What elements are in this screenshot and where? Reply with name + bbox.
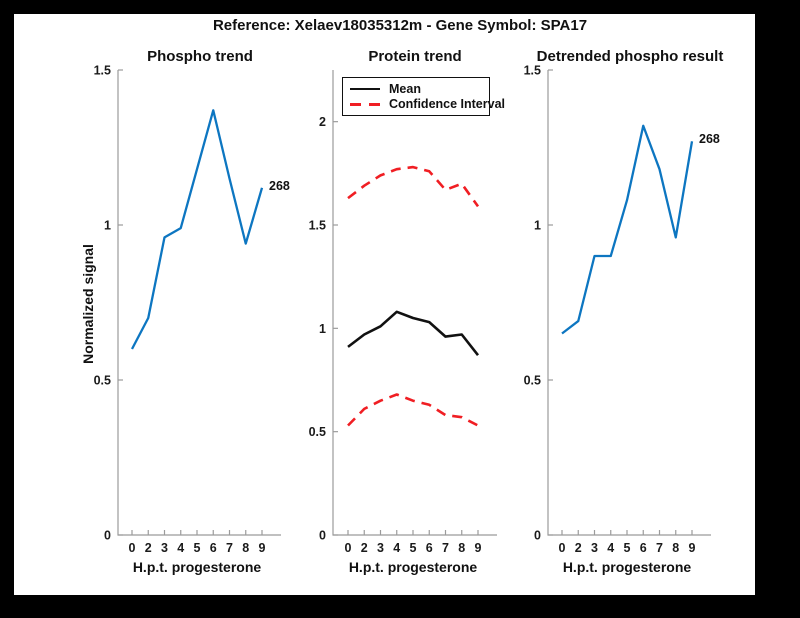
tick-label: 1	[319, 322, 326, 336]
tick-label: 4	[177, 541, 184, 555]
tick-label: 0	[534, 529, 541, 543]
tick-label: 0	[345, 541, 352, 555]
subplot-title-protein: Protein trend	[368, 48, 462, 65]
legend-mean-label: Mean	[389, 81, 421, 96]
tick-label: 3	[377, 541, 384, 555]
endpoint-label-phospho: 268	[269, 178, 290, 193]
legend-mean-line-sample	[350, 87, 380, 90]
tick-label: 9	[689, 541, 696, 555]
tick-label: 0	[104, 529, 111, 543]
x-axis-label-detrended: H.p.t. progesterone	[562, 559, 692, 575]
tick-label: 2	[361, 541, 368, 555]
tick-label: 0.5	[94, 374, 111, 388]
tick-label: 3	[591, 541, 598, 555]
protein-trend-series-line	[347, 310, 480, 357]
tick-label: 1.5	[524, 64, 541, 78]
legend-item-ci: Confidence Interval	[350, 97, 505, 111]
tick-label: 7	[656, 541, 663, 555]
tick-label: 6	[210, 541, 217, 555]
axis-lines	[117, 70, 281, 536]
axis-lines	[332, 70, 497, 536]
tick-label: 2	[575, 541, 582, 555]
tick-label: 1	[534, 219, 541, 233]
tick-label: 7	[442, 541, 449, 555]
plots-svg: 00.511.50 2 3 4 5 6 7 8 900.511.520 2 3 4 5 6 7 8 900.51…	[94, 64, 711, 555]
tick-label: 8	[458, 541, 465, 555]
tick-label: 0	[129, 541, 136, 555]
protein-trend-series-line	[347, 165, 480, 208]
detrended-phospho-plot: 00.511.50 2 3 4 5 6 7 8 9	[524, 64, 711, 555]
tick-label: 8	[242, 541, 249, 555]
protein-trend-plot: 00.511.520 2 3 4 5 6 7 8 9	[309, 70, 497, 555]
tick-label: 4	[393, 541, 400, 555]
tick-label: 1.5	[94, 64, 111, 78]
tick-label: 1	[104, 219, 111, 233]
tick-label: 4	[607, 541, 614, 555]
tick-label: 0	[559, 541, 566, 555]
tick-label: 0.5	[524, 374, 541, 388]
figure-title: Reference: Xelaev18035312m - Gene Symbol…	[212, 17, 588, 34]
detrended-phospho-series-line	[561, 124, 694, 335]
subplot-title-detrended: Detrended phospho result	[536, 48, 724, 65]
tick-label: 5	[410, 541, 417, 555]
figure-canvas: 0 0.5 1 1.5 0 2 3 4 5 6 7 8 9 0 0.5 1 1.5 2 0 2 3 4 5 6 7 8 9 0 0.5 1…	[14, 14, 755, 595]
endpoint-label-detrended: 268	[699, 132, 720, 147]
legend-item-mean: Mean	[350, 82, 482, 96]
tick-label: 2	[319, 115, 326, 129]
tick-label: 0	[319, 529, 326, 543]
tick-label: 5	[624, 541, 631, 555]
x-axis-label-phospho: H.p.t. progesterone	[132, 559, 262, 575]
legend-ci-line-sample	[350, 102, 380, 106]
tick-label: 8	[672, 541, 679, 555]
legend-ci-label: Confidence Interval	[389, 97, 505, 112]
protein-trend-series-line	[347, 393, 479, 427]
tick-label: 3	[161, 541, 168, 555]
tick-label: 2	[145, 541, 152, 555]
tick-label: 7	[226, 541, 233, 555]
subplot-title-phospho: Phospho trend	[147, 48, 253, 65]
tick-label: 6	[640, 541, 647, 555]
tick-label: 9	[259, 541, 266, 555]
phospho-trend-series-line	[130, 109, 264, 350]
legend-box: Mean Confidence Interval	[342, 77, 505, 116]
tick-label: 1.5	[309, 219, 326, 233]
tick-label: 5	[194, 541, 201, 555]
y-axis-label: Normalized signal	[80, 244, 96, 364]
tick-label: 6	[426, 541, 433, 555]
phospho-trend-plot: 00.511.50 2 3 4 5 6 7 8 9	[94, 64, 281, 555]
tick-label: 0.5	[309, 425, 326, 439]
x-axis-label-protein: H.p.t. progesterone	[348, 559, 478, 575]
tick-label: 9	[475, 541, 482, 555]
axis-lines	[547, 70, 711, 536]
